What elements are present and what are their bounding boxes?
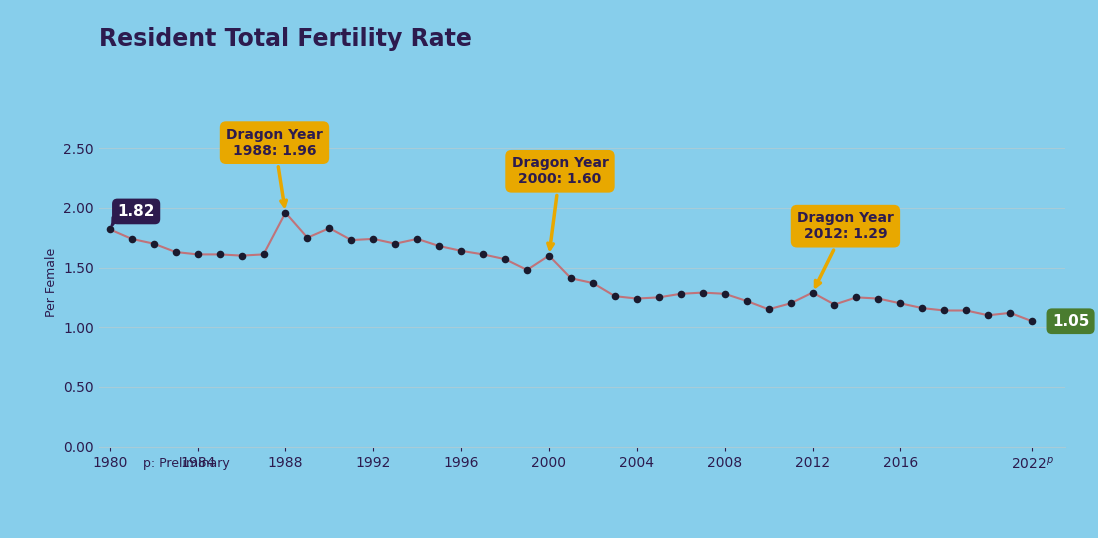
Point [1001, 309, 1019, 317]
Point [848, 293, 865, 302]
Text: Dragon Year
2012: 1.29: Dragon Year 2012: 1.29 [797, 211, 894, 287]
Point [299, 233, 316, 242]
Point [1023, 317, 1041, 325]
Point [694, 288, 712, 297]
Point [584, 279, 602, 287]
Text: 1.82: 1.82 [112, 204, 155, 225]
Point [277, 208, 294, 217]
Text: Dragon Year
2000: 1.60: Dragon Year 2000: 1.60 [512, 156, 608, 249]
Text: Resident Total Fertility Rate: Resident Total Fertility Rate [99, 27, 472, 51]
Point [211, 250, 228, 259]
Point [518, 266, 536, 274]
Point [979, 311, 997, 320]
Point [957, 306, 975, 315]
Y-axis label: Per Female: Per Female [45, 248, 58, 317]
Point [540, 251, 558, 260]
Point [365, 235, 382, 243]
Point [430, 242, 448, 250]
Point [628, 294, 646, 303]
Point [870, 294, 887, 303]
Point [474, 250, 492, 259]
Point [321, 224, 338, 232]
Point [189, 250, 206, 259]
Point [716, 289, 733, 298]
Point [935, 306, 953, 315]
Point [804, 288, 821, 297]
Point [914, 304, 931, 313]
Point [650, 293, 668, 302]
Point [672, 289, 690, 298]
Point [892, 299, 909, 308]
Point [145, 239, 163, 248]
Point [123, 235, 141, 243]
Point [101, 225, 119, 233]
Point [782, 299, 799, 308]
Point [606, 292, 624, 301]
Point [562, 274, 580, 282]
Text: p: Preliminary: p: Preliminary [143, 457, 229, 470]
Point [496, 255, 514, 264]
Point [167, 247, 184, 256]
Point [738, 296, 755, 305]
Point [386, 239, 404, 248]
Point [760, 305, 777, 314]
Text: 1.05: 1.05 [1052, 314, 1089, 329]
Text: Dragon Year
1988: 1.96: Dragon Year 1988: 1.96 [226, 128, 323, 206]
Point [408, 235, 426, 243]
Point [452, 246, 470, 255]
Point [343, 236, 360, 244]
Point [255, 250, 272, 259]
Point [233, 251, 250, 260]
Point [826, 300, 843, 309]
